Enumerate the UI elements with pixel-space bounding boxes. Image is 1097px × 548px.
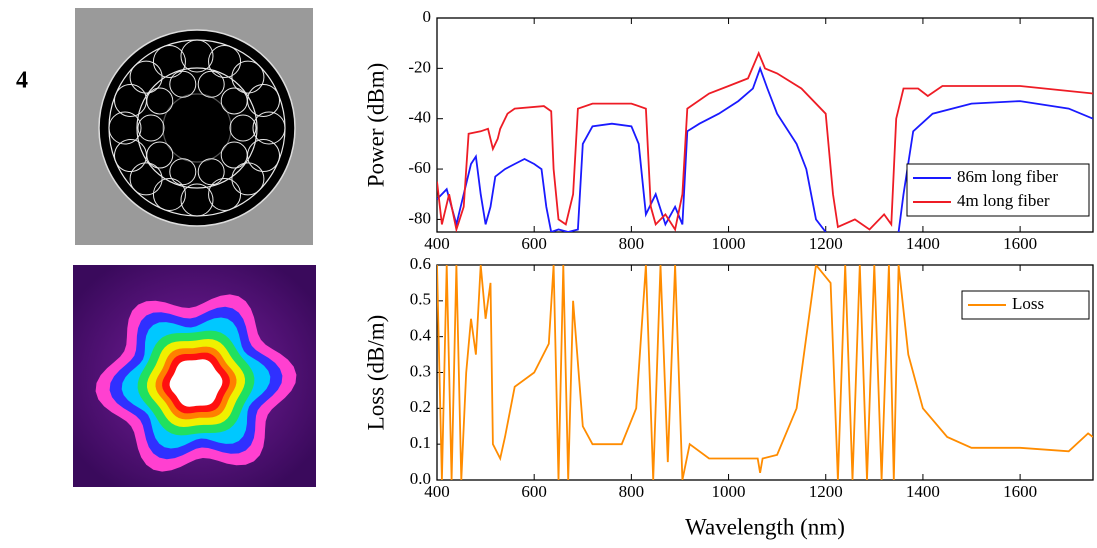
x-tick-label: 1200 [809,482,843,501]
sem-tube [180,183,214,217]
sem-image [75,8,313,245]
sem-tube [152,44,186,78]
y-tick-label: 0.0 [410,469,431,488]
x-tick-label: 800 [619,482,645,501]
legend-box [906,163,1090,217]
x-tick-label: 1400 [906,234,940,253]
sem-tube [180,39,214,73]
x-tick-label: 600 [521,234,547,253]
y-tick-label: -20 [408,57,431,76]
sem-tube [208,44,242,78]
y-tick-label: 0.3 [410,361,431,380]
sem-tube [137,114,165,142]
sem-tube [146,141,174,169]
data-line [437,265,1093,480]
x-tick-label: 1600 [1003,234,1037,253]
sem-tube [197,158,225,186]
plot-frame [436,17,1094,233]
sem-tube [252,111,286,145]
y-tick-label: -80 [408,208,431,227]
sem-tube [208,178,242,212]
x-tick-label: 1000 [712,234,746,253]
sem-tube [129,60,163,94]
sem-tube [152,178,186,212]
x-tick-label: 1400 [906,482,940,501]
x-tick-label: 400 [424,234,450,253]
y-tick-label: -40 [408,108,431,127]
data-line [437,65,1093,232]
y-tick-label: 0.5 [410,290,431,309]
sem-tube [231,162,265,196]
y-tick-label: 0.2 [410,397,431,416]
legend-label: 86m long fiber [957,167,1058,186]
sem-tube [146,87,174,115]
x-axis-label: Wavelength (nm) [685,514,845,539]
data-line [437,50,1093,232]
y-tick-label: 0 [423,7,432,26]
y-tick-label: 0.6 [410,254,431,273]
x-tick-label: 1000 [712,482,746,501]
x-tick-label: 1600 [1003,482,1037,501]
y-tick-label: -60 [408,158,431,177]
x-tick-label: 800 [619,234,645,253]
x-tick-label: 600 [521,482,547,501]
legend-label: 4m long fiber [957,191,1050,210]
sem-tube [108,111,142,145]
charts: 400 600 800 1000 1200 1400 1600 0 -20 -40 -60 -80 Po… [363,7,1094,539]
mode-image [73,265,316,487]
y-tick-label: 0.4 [410,326,432,345]
sem-tube [129,162,163,196]
y-axis-label: Power (dBm) [363,63,388,188]
legend-label: Loss [1012,294,1044,313]
y-tick-label: 0.1 [410,433,431,452]
sem-tube [231,60,265,94]
mode-ring [169,359,223,407]
sem-tube [220,87,248,115]
sem-tube [220,141,248,169]
sem-tube [169,158,197,186]
x-tick-label: 1200 [809,234,843,253]
x-tick-label: 400 [424,482,450,501]
sem-tube [229,114,257,142]
sem-tube [169,70,197,98]
panel-label: 4 [16,68,28,94]
y-axis-label: Loss (dB/m) [363,315,388,431]
sem-tube [197,70,225,98]
